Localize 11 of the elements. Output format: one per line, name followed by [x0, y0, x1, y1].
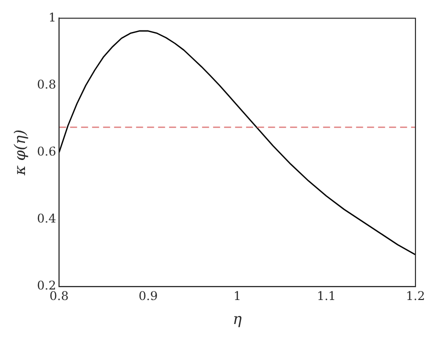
- x-tick-label: 1.1: [316, 288, 336, 303]
- y-axis-title: κ φ(η): [10, 129, 29, 176]
- x-axis-title: η: [232, 310, 242, 328]
- y-tick-label: 0.6: [36, 144, 56, 159]
- x-tick-label: 1.2: [406, 288, 426, 303]
- x-tick-label: 0.8: [50, 288, 69, 303]
- y-tick-label: 0.8: [36, 77, 56, 92]
- y-tick-label: 0.4: [36, 212, 56, 226]
- x-tick-label: 1: [233, 288, 242, 303]
- x-tick-label: 0.9: [138, 288, 158, 303]
- y-tick-label: 1: [48, 10, 56, 24]
